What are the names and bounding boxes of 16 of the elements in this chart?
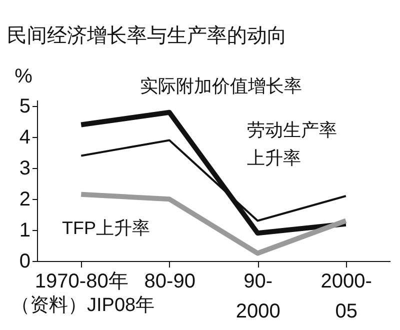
x-tick-label: 90- 2000	[236, 270, 280, 322]
y-tick-label: 3	[19, 158, 30, 180]
series-label: 劳动生产率上升率	[247, 120, 337, 168]
series-label: 实际附加价值增长率	[140, 76, 302, 96]
x-tick-label: 80-90	[144, 270, 196, 292]
x-tick-label: 2000- 05	[320, 270, 372, 322]
y-tick-label: 2	[19, 188, 30, 211]
y-axis-title: %	[14, 66, 33, 88]
text: （资料）JIP08年	[11, 295, 155, 316]
series-label: TFP上升率	[62, 218, 150, 238]
y-tick-label: 1	[19, 220, 30, 242]
chart-title: 民间经济增长率与生产率的动向	[7, 25, 287, 47]
x-tick-label: 1970-80年	[34, 270, 128, 292]
y-tick-label: 4	[19, 126, 30, 149]
y-tick-label: 5	[19, 96, 30, 118]
y-tick-label: 0	[19, 250, 30, 272]
